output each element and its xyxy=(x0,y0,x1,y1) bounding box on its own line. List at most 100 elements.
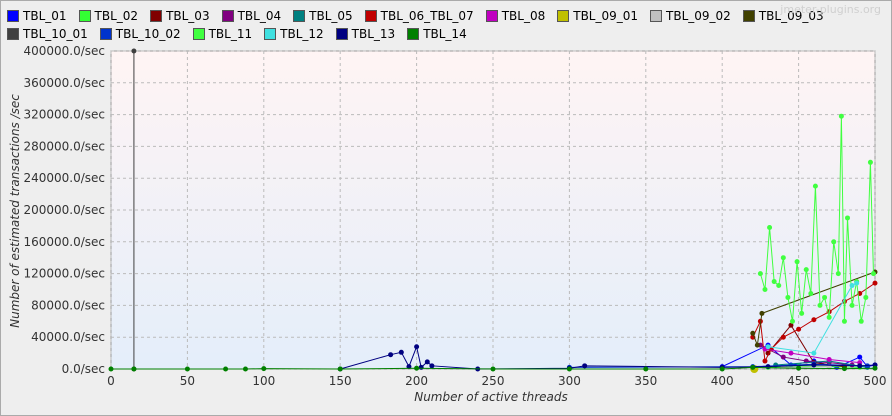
legend-swatch xyxy=(335,28,348,40)
legend-item: TBL_01 xyxy=(7,7,67,25)
data-point xyxy=(388,352,394,358)
data-point xyxy=(131,48,137,54)
data-point xyxy=(811,362,817,368)
data-point xyxy=(857,363,863,369)
data-point xyxy=(776,283,782,289)
data-point xyxy=(750,364,756,370)
data-point xyxy=(863,294,869,300)
data-point xyxy=(261,366,267,372)
series-line xyxy=(783,366,830,368)
y-tick-label: 360000.0/sec xyxy=(23,76,105,90)
legend-swatch xyxy=(78,10,91,22)
data-point xyxy=(429,363,435,369)
y-tick-label: 120000.0/sec xyxy=(23,267,105,281)
legend-item: TBL_08 xyxy=(485,7,546,25)
data-point xyxy=(826,314,832,320)
legend-label: TBL_04 xyxy=(237,9,282,23)
data-point xyxy=(337,366,343,372)
legend-item: TBL_10_02 xyxy=(99,25,181,43)
series-line xyxy=(764,348,860,364)
x-tick-label: 50 xyxy=(180,374,195,388)
legend-label: TBL_09_02 xyxy=(666,9,731,23)
legend-item: TBL_09_02 xyxy=(650,7,731,25)
x-tick-label: 450 xyxy=(787,374,810,388)
data-point xyxy=(582,363,588,369)
legend-swatch xyxy=(557,10,570,22)
legend-label: TBL_03 xyxy=(166,9,210,23)
legend-swatch xyxy=(7,28,19,40)
data-point xyxy=(719,366,725,372)
legend-swatch xyxy=(407,28,420,40)
data-point xyxy=(184,366,190,372)
legend-swatch xyxy=(650,10,663,22)
legend-label: TBL_11 xyxy=(208,27,253,41)
data-point xyxy=(841,366,847,372)
data-point xyxy=(223,366,229,372)
data-point xyxy=(754,342,760,348)
legend-label: TBL_02 xyxy=(94,9,139,23)
data-point xyxy=(780,334,786,340)
x-tick-label: 250 xyxy=(482,374,505,388)
data-point xyxy=(414,344,420,350)
data-point xyxy=(794,259,800,265)
data-point xyxy=(857,354,863,360)
series-line xyxy=(767,282,857,354)
data-point xyxy=(780,354,786,360)
legend-item: TBL_09_03 xyxy=(742,7,824,25)
legend-item: TBL_11 xyxy=(192,25,253,43)
legend-item: TBL_12 xyxy=(264,25,324,43)
legend-swatch xyxy=(192,28,205,40)
y-axis-label: Number of estimated transactions /sec xyxy=(8,94,22,328)
data-point xyxy=(759,310,765,316)
data-point xyxy=(767,224,773,230)
x-tick-label: 400 xyxy=(711,374,734,388)
data-point xyxy=(796,365,802,371)
legend-item: TBL_06_TBL_07 xyxy=(364,7,474,25)
data-point xyxy=(414,365,420,371)
legend-label: TBL_14 xyxy=(423,27,467,41)
data-point xyxy=(835,271,841,277)
x-tick-label: 350 xyxy=(634,374,657,388)
legend-swatch xyxy=(7,10,19,22)
legend-swatch xyxy=(221,10,234,22)
legend-label: TBL_09_03 xyxy=(758,9,824,23)
data-point xyxy=(870,271,876,277)
data-point xyxy=(849,302,855,308)
data-point xyxy=(799,310,805,316)
legend-label: TBL_13 xyxy=(351,27,396,41)
legend: TBL_01 TBL_02 TBL_03 TBL_04 TBL_05 TBL_06_TBL… xyxy=(7,7,887,43)
legend-item: TBL_13 xyxy=(335,25,396,43)
y-tick-label: 280000.0/sec xyxy=(23,139,105,153)
x-axis-label: Number of active threads xyxy=(414,390,568,404)
data-point xyxy=(808,290,814,296)
x-tick-label: 150 xyxy=(329,374,352,388)
series-line xyxy=(752,271,876,348)
data-point xyxy=(424,359,430,365)
legend-item: TBL_03 xyxy=(150,7,210,25)
data-point xyxy=(566,366,572,372)
y-tick-label: 160000.0/sec xyxy=(23,235,105,249)
data-point xyxy=(811,317,817,323)
legend-label: TBL_09_01 xyxy=(573,9,639,23)
legend-label: TBL_10_02 xyxy=(115,27,181,41)
data-point xyxy=(765,364,771,370)
legend-swatch xyxy=(99,28,112,40)
legend-label: TBL_08 xyxy=(501,9,546,23)
data-point xyxy=(796,326,802,332)
data-point xyxy=(841,318,847,324)
data-point xyxy=(780,255,786,261)
data-point xyxy=(872,365,878,371)
legend-label: TBL_01 xyxy=(23,9,67,23)
data-point xyxy=(858,318,864,324)
data-point xyxy=(765,344,771,350)
data-point xyxy=(108,366,114,372)
data-point xyxy=(762,287,768,292)
y-tick-label: 200000.0/sec xyxy=(23,203,105,217)
legend-label: TBL_12 xyxy=(280,27,324,41)
data-point xyxy=(812,183,818,189)
data-point xyxy=(788,322,794,328)
legend-swatch xyxy=(150,10,163,22)
x-tick-label: 200 xyxy=(405,374,428,388)
